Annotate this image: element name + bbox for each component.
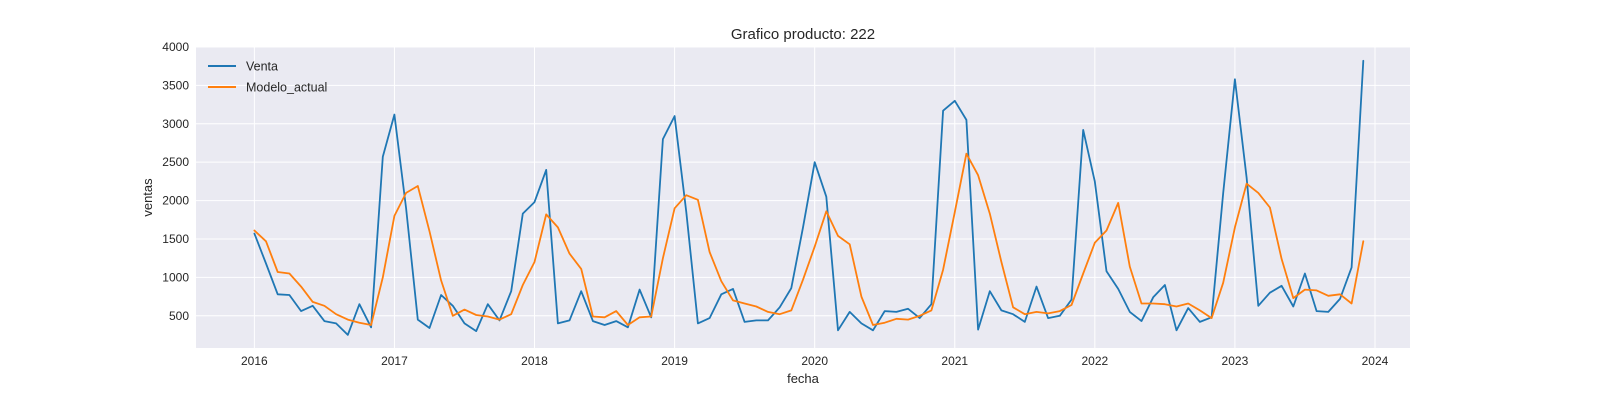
y-tick-label: 3500: [162, 78, 189, 92]
x-tick-label: 2019: [661, 354, 688, 368]
y-tick-label: 2500: [162, 155, 189, 169]
legend-label: Venta: [246, 60, 278, 74]
x-axis-label: fecha: [787, 371, 820, 386]
y-tick-label: 500: [169, 309, 189, 323]
y-axis-label: ventas: [140, 178, 155, 217]
x-tick-label: 2024: [1362, 354, 1389, 368]
legend-label: Modelo_actual: [246, 81, 327, 95]
x-tick-label: 2020: [801, 354, 828, 368]
x-tick-label: 2023: [1222, 354, 1249, 368]
y-tick-label: 4000: [162, 40, 189, 54]
x-tick-label: 2021: [941, 354, 968, 368]
series-line-modelo-actual: [253, 152, 1365, 326]
y-tick-label: 1500: [162, 232, 189, 246]
ticks: 500 1000 1500 2000 2500 3000 3500 4000 2016 2017 2…: [162, 40, 1388, 368]
x-tick-label: 2018: [521, 354, 548, 368]
series-line-venta: [253, 59, 1365, 336]
x-tick-label: 2017: [381, 354, 408, 368]
x-tick-label: 2016: [241, 354, 268, 368]
x-tick-label: 2022: [1081, 354, 1108, 368]
y-tick-label: 3000: [162, 117, 189, 131]
chart-title: Grafico producto: 222: [731, 26, 875, 43]
y-tick-label: 1000: [162, 270, 189, 284]
y-tick-label: 2000: [162, 194, 189, 208]
series-lines: [253, 59, 1365, 336]
grid: [196, 46, 1410, 348]
legend: Venta Modelo_actual: [208, 60, 327, 95]
plot-background: [196, 47, 1410, 348]
